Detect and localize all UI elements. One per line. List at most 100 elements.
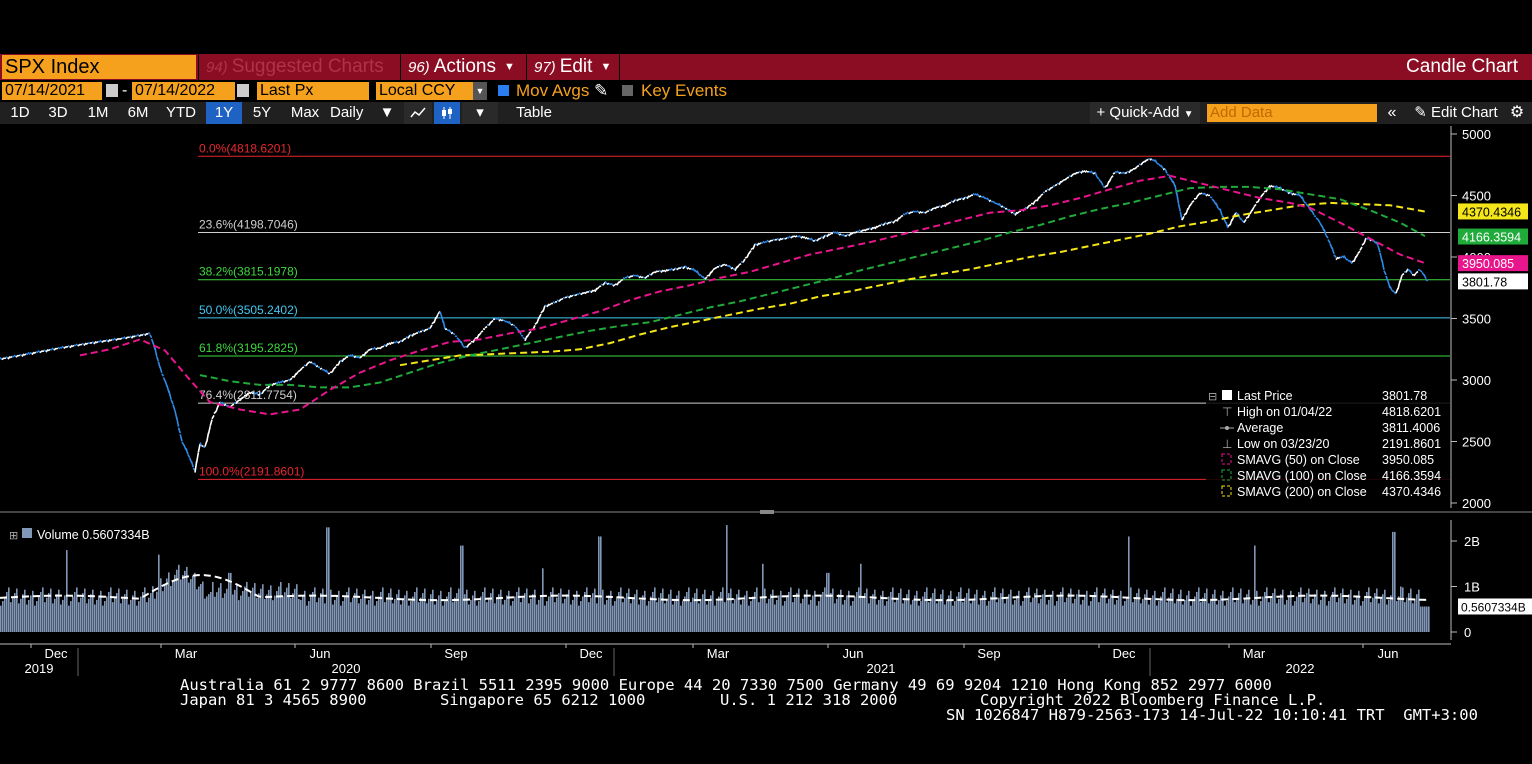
volume-bar — [1312, 598, 1314, 632]
volume-bar — [614, 601, 616, 632]
price-candle — [367, 348, 371, 352]
ticker-field[interactable]: SPX Index — [2, 55, 196, 79]
candle-chart-icon[interactable] — [434, 102, 460, 124]
volume-bar — [1124, 601, 1126, 632]
range-6m-button[interactable]: 6M — [127, 104, 149, 121]
volume-bar — [1310, 603, 1312, 632]
volume-bar — [232, 594, 234, 632]
volume-bar — [212, 581, 214, 632]
chevron-down-icon[interactable]: ▾ — [462, 102, 498, 124]
edit-menu[interactable]: 97) Edit ▼ — [534, 56, 612, 78]
range-5y-button[interactable]: 5Y — [252, 104, 272, 121]
volume-bar — [1176, 598, 1178, 632]
periodicity-select[interactable]: Daily — [330, 104, 364, 121]
volume-bar — [1388, 599, 1390, 632]
volume-bar — [568, 589, 570, 632]
volume-bar — [1070, 588, 1072, 632]
end-date-field[interactable]: 07/14/2022 — [132, 82, 235, 100]
price-candle — [1094, 171, 1098, 178]
line-chart-icon[interactable] — [404, 102, 432, 124]
pane-divider[interactable] — [0, 510, 1532, 514]
volume-bar — [876, 604, 878, 632]
start-date-field[interactable]: 07/14/2021 — [2, 82, 102, 100]
range-1m-button[interactable]: 1M — [87, 104, 109, 121]
volume-bar — [1036, 588, 1038, 632]
volume-bar — [1250, 604, 1252, 632]
volume-bar — [390, 588, 392, 632]
price-candle — [690, 267, 694, 271]
price-candle — [794, 235, 798, 238]
price-candle — [1317, 218, 1321, 224]
volume-bar — [1072, 603, 1074, 632]
price-candle — [1160, 164, 1164, 169]
collapse-icon[interactable]: « — [1387, 104, 1397, 121]
edit-chart-button[interactable]: ✎ Edit Chart — [1414, 104, 1498, 121]
volume-bar — [16, 588, 18, 632]
price-chart[interactable]: 0.0%(4818.6201) 23.6%(4198.7046) 38.2%(381… — [0, 124, 1532, 680]
volume-bar — [932, 593, 934, 632]
range-1y-button[interactable]: 1Y — [206, 102, 242, 124]
volume-bar — [634, 594, 636, 632]
price-candle — [401, 338, 405, 343]
volume-bar — [1034, 593, 1036, 632]
price-candle — [1391, 290, 1395, 293]
currency-select[interactable]: Local CCY — [376, 82, 473, 100]
price-candle — [1209, 196, 1213, 199]
range-1d-button[interactable]: 1D — [10, 104, 30, 121]
volume-bar — [128, 604, 130, 632]
y-axis-tick-label: 5000 — [1462, 127, 1491, 142]
price-candle — [754, 242, 758, 246]
price-candle — [287, 378, 291, 382]
price-candle — [780, 237, 784, 241]
range-3d-button[interactable]: 3D — [48, 104, 68, 121]
price-candle — [638, 275, 642, 279]
pencil-icon[interactable]: ✎ — [594, 81, 609, 100]
key-events-checkbox[interactable] — [622, 85, 633, 96]
price-candle — [1108, 177, 1112, 183]
price-candle — [982, 195, 986, 199]
volume-bar — [1314, 594, 1316, 632]
volume-bar — [666, 598, 668, 632]
fib-level-label: 100.0%(2191.8601) — [199, 464, 304, 478]
range-max-button[interactable]: Max — [290, 104, 320, 121]
price-candle — [19, 353, 23, 357]
price-candle — [1269, 184, 1273, 188]
price-candle — [215, 405, 219, 412]
volume-bar — [138, 601, 140, 632]
price-candle — [1295, 193, 1299, 196]
price-candle — [676, 267, 680, 271]
add-data-input[interactable]: Add Data — [1207, 104, 1377, 122]
volume-bar — [252, 587, 254, 632]
suggested-charts-menu[interactable]: 94) Suggested Charts — [206, 56, 384, 77]
chevron-down-icon[interactable]: ▼ — [473, 82, 487, 100]
actions-menu[interactable]: 96) Actions ▼ — [408, 56, 515, 78]
volume-bar — [290, 597, 292, 632]
chevron-down-icon[interactable]: ▼ — [379, 104, 395, 121]
price-candle — [213, 410, 217, 415]
volume-bar — [794, 597, 796, 632]
price-candle — [365, 350, 369, 354]
volume-bar — [230, 572, 232, 632]
volume-bar — [690, 602, 692, 632]
volume-bar — [802, 598, 804, 632]
calendar-icon[interactable] — [106, 84, 118, 97]
price-candle — [144, 333, 148, 337]
calendar-icon[interactable] — [237, 84, 249, 97]
volume-bar — [1080, 604, 1082, 632]
volume-bar — [418, 602, 420, 632]
volume-bar — [90, 594, 92, 632]
volume-bar — [250, 592, 252, 632]
range-ytd-button[interactable]: YTD — [166, 104, 196, 121]
volume-bar — [1136, 593, 1138, 632]
quick-add-button[interactable]: + Quick-Add ▼ — [1090, 102, 1200, 124]
table-button[interactable]: Table — [516, 104, 552, 121]
volume-bar — [776, 599, 778, 632]
volume-bar — [1094, 591, 1096, 632]
volume-bar — [1156, 605, 1158, 632]
volume-bar — [706, 604, 708, 632]
price-field-select[interactable]: Last Px — [257, 82, 369, 100]
volume-bar — [286, 587, 288, 632]
gear-icon[interactable]: ⚙ — [1509, 104, 1525, 121]
volume-bar — [248, 596, 250, 632]
mov-avgs-checkbox[interactable] — [498, 85, 509, 96]
